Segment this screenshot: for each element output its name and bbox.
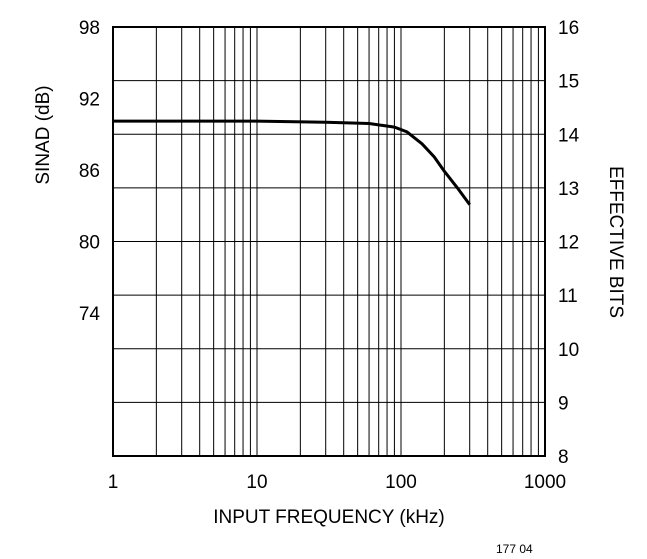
y2-axis-title: EFFECTIVE BITS <box>605 166 626 318</box>
y2-tick-label-8: 8 <box>558 447 569 468</box>
y-tick-label-1: 92 <box>79 90 100 111</box>
series-group <box>113 119 471 206</box>
y-tick-label-4: 74 <box>79 304 101 325</box>
y2-tick-label-1: 15 <box>558 72 579 93</box>
y-tick-label-0: 98 <box>79 18 100 39</box>
series-line-0 <box>113 119 471 206</box>
x-tick-label-0: 1 <box>108 472 119 493</box>
y-tick-label-3: 80 <box>79 233 100 254</box>
y2-tick-label-0: 16 <box>558 18 579 39</box>
y2-tick-label-3: 13 <box>558 179 579 200</box>
y2-tick-label-2: 14 <box>558 125 580 146</box>
x-tick-label-3: 1000 <box>524 472 566 493</box>
grid-lines <box>113 27 545 456</box>
y-tick-labels: 98 92 86 80 74 <box>79 18 101 325</box>
x-tick-labels: 1 10 100 1000 <box>108 472 566 493</box>
plot-frame <box>112 26 546 457</box>
x-axis-title: INPUT FREQUENCY (kHz) <box>213 507 445 528</box>
y2-tick-label-4: 12 <box>558 233 579 254</box>
y-tick-label-2: 86 <box>79 161 100 182</box>
y-axis-title: SINAD (dB) <box>33 85 54 184</box>
y2-tick-labels: 16 15 14 13 12 11 10 9 8 <box>558 18 580 468</box>
y2-tick-label-7: 9 <box>558 393 569 414</box>
y2-tick-label-6: 10 <box>558 340 579 361</box>
x-tick-label-2: 100 <box>385 472 417 493</box>
y2-tick-label-5: 11 <box>558 286 578 307</box>
figure-code: 177 04 <box>496 542 533 556</box>
x-tick-label-1: 10 <box>246 472 267 493</box>
